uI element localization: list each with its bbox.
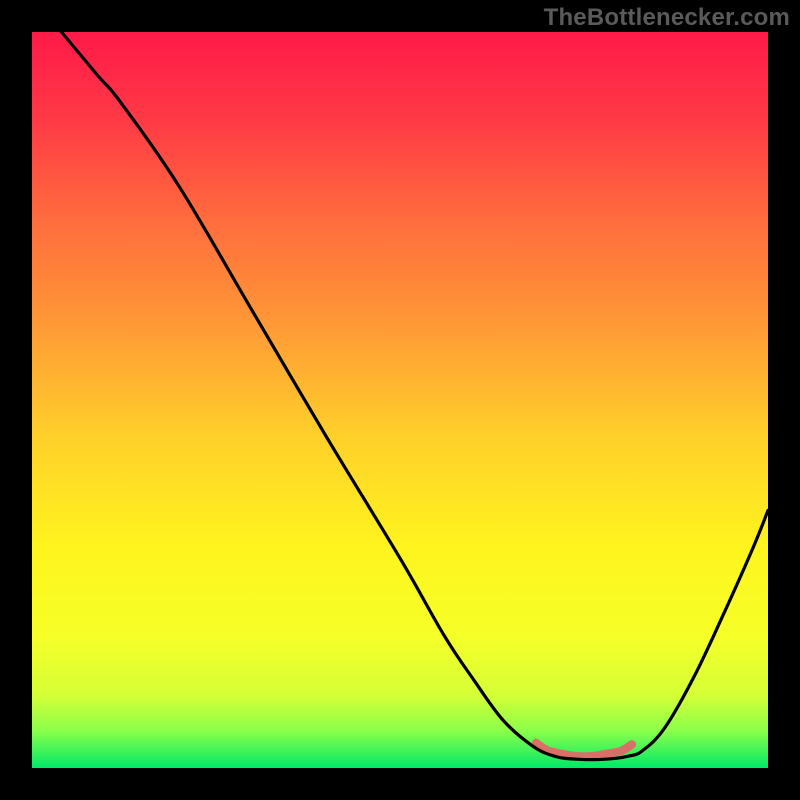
plot-background [32, 32, 768, 768]
watermark-label: TheBottlenecker.com [544, 4, 790, 32]
bottleneck-chart [0, 0, 800, 800]
chart-stage: TheBottlenecker.com [0, 0, 800, 800]
